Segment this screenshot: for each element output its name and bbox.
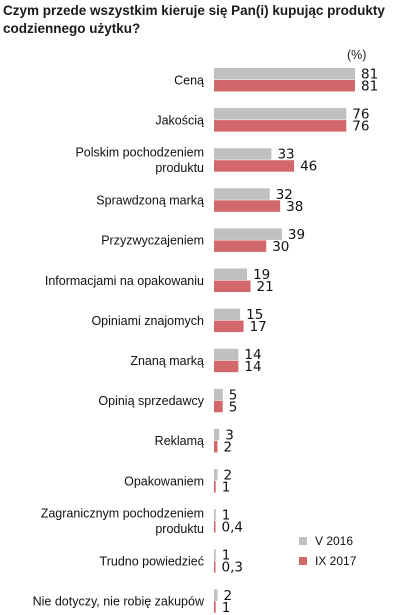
category-label: Nie dotyczy, nie robię zakupów — [33, 595, 205, 609]
bar-ix2017 — [214, 360, 239, 373]
value-label-v2016: 39 — [288, 227, 305, 243]
category-label-line: Opinią sprzedawcy — [98, 394, 204, 408]
category-label: Opinią sprzedawcy — [98, 394, 204, 408]
bar-v2016 — [214, 68, 355, 80]
category-label-line: produktu — [155, 161, 204, 175]
bar-ix2017 — [214, 120, 347, 132]
bar-v2016 — [214, 148, 272, 160]
bar-v2016 — [214, 108, 347, 120]
bar-ix2017 — [214, 160, 295, 172]
category-label-line: Znaną marką — [130, 354, 204, 368]
bar-v2016 — [214, 428, 220, 441]
category-label: Polskim pochodzeniem produktu — [75, 146, 204, 176]
bar-ix2017 — [214, 200, 281, 212]
category-label-line: Sprawdzoną marką — [96, 194, 204, 208]
bar-v2016 — [214, 509, 216, 521]
bar-ix2017 — [214, 80, 355, 92]
legend-label-v2016: V 2016 — [315, 534, 354, 548]
value-label-v2016: 2 — [223, 468, 232, 484]
value-label-ix2017: 30 — [272, 239, 289, 255]
bar-ix2017 — [214, 320, 244, 333]
chart-title: Czym przede wszystkim kieruje się Pan(i)… — [3, 3, 385, 36]
bar-ix2017 — [214, 280, 251, 292]
value-label-ix2017: 76 — [352, 119, 369, 135]
bar-v2016 — [214, 188, 270, 200]
category-label: Informacjami na opakowaniu — [45, 274, 204, 288]
category-label-line: Opiniami znajomych — [91, 314, 204, 328]
category-label: Jakością — [155, 113, 204, 127]
value-label-v2016: 33 — [277, 147, 294, 163]
category-label: Trudno powiedzieć — [100, 554, 204, 568]
legend: V 2016 IX 2017 — [299, 532, 356, 572]
category-label-line: Zagranicznym pochodzeniem — [41, 507, 204, 521]
category-label-line: Trudno powiedzieć — [100, 554, 204, 568]
category-label: Zagranicznym pochodzeniem produktu — [41, 507, 204, 537]
value-label-v2016: 5 — [229, 387, 238, 403]
value-label-v2016: 14 — [244, 347, 261, 363]
category-label: Sprawdzoną marką — [96, 194, 204, 208]
value-label-v2016: 2 — [223, 588, 232, 604]
value-label-ix2017: 0,4 — [222, 520, 243, 536]
value-label-v2016: 1 — [222, 508, 231, 524]
bar-ix2017 — [214, 561, 216, 573]
category-label: Opakowaniem — [124, 474, 204, 488]
category-label: Ceną — [174, 73, 204, 87]
category-label-line: Ceną — [174, 73, 204, 87]
value-label-v2016: 81 — [361, 67, 378, 83]
bar-v2016 — [214, 549, 216, 561]
category-label: Znaną marką — [130, 354, 204, 368]
unit-label: (%) — [347, 48, 367, 62]
value-label-ix2017: 1 — [222, 600, 231, 615]
value-label-ix2017: 38 — [286, 199, 303, 215]
bar-ix2017 — [214, 240, 267, 252]
bar-v2016 — [214, 589, 218, 601]
legend-swatch-v2016 — [299, 537, 307, 545]
value-label-v2016: 15 — [246, 307, 263, 323]
bar-v2016 — [214, 308, 241, 321]
category-label: Przyzwyczajeniem — [101, 234, 204, 248]
value-label-ix2017: 17 — [250, 319, 267, 335]
bar-v2016 — [214, 469, 218, 481]
value-label-ix2017: 46 — [300, 159, 317, 175]
legend-item-v2016: V 2016 — [299, 532, 356, 550]
legend-swatch-ix2017 — [299, 557, 307, 565]
bar-v2016 — [214, 348, 239, 361]
category-label-line: Jakością — [155, 113, 204, 127]
value-label-v2016: 76 — [352, 107, 369, 123]
category-label-line: Polskim pochodzeniem — [75, 146, 204, 160]
category-label-line: Nie dotyczy, nie robię zakupów — [33, 595, 205, 609]
bar-v2016 — [214, 228, 282, 240]
legend-label-ix2017: IX 2017 — [315, 554, 357, 568]
value-label-v2016: 1 — [222, 548, 231, 564]
value-label-v2016: 19 — [253, 267, 270, 283]
bar-ix2017 — [214, 601, 216, 613]
value-label-ix2017: 0,3 — [222, 560, 243, 576]
category-label: Reklamą — [155, 434, 204, 448]
category-label-line: Opakowaniem — [124, 474, 204, 488]
category-label-line: produktu — [155, 522, 204, 536]
category-label-line: Przyzwyczajeniem — [101, 234, 204, 248]
category-label-line: Reklamą — [155, 434, 204, 448]
bar-v2016 — [214, 388, 223, 401]
value-label-v2016: 32 — [276, 187, 293, 203]
value-label-ix2017: 1 — [222, 480, 231, 496]
bar-ix2017 — [214, 400, 223, 413]
value-label-ix2017: 14 — [244, 359, 261, 375]
bar-ix2017 — [214, 521, 216, 533]
bar-ix2017 — [214, 440, 218, 453]
value-label-ix2017: 5 — [229, 399, 238, 415]
value-label-ix2017: 81 — [361, 79, 378, 95]
bar-ix2017 — [214, 481, 216, 493]
category-label-line: Informacjami na opakowaniu — [45, 274, 204, 288]
bar-v2016 — [214, 268, 248, 280]
value-label-ix2017: 21 — [257, 279, 274, 295]
value-label-ix2017: 2 — [223, 439, 232, 455]
value-label-v2016: 3 — [225, 427, 234, 443]
legend-item-ix2017: IX 2017 — [299, 552, 356, 570]
category-label: Opiniami znajomych — [91, 314, 204, 328]
